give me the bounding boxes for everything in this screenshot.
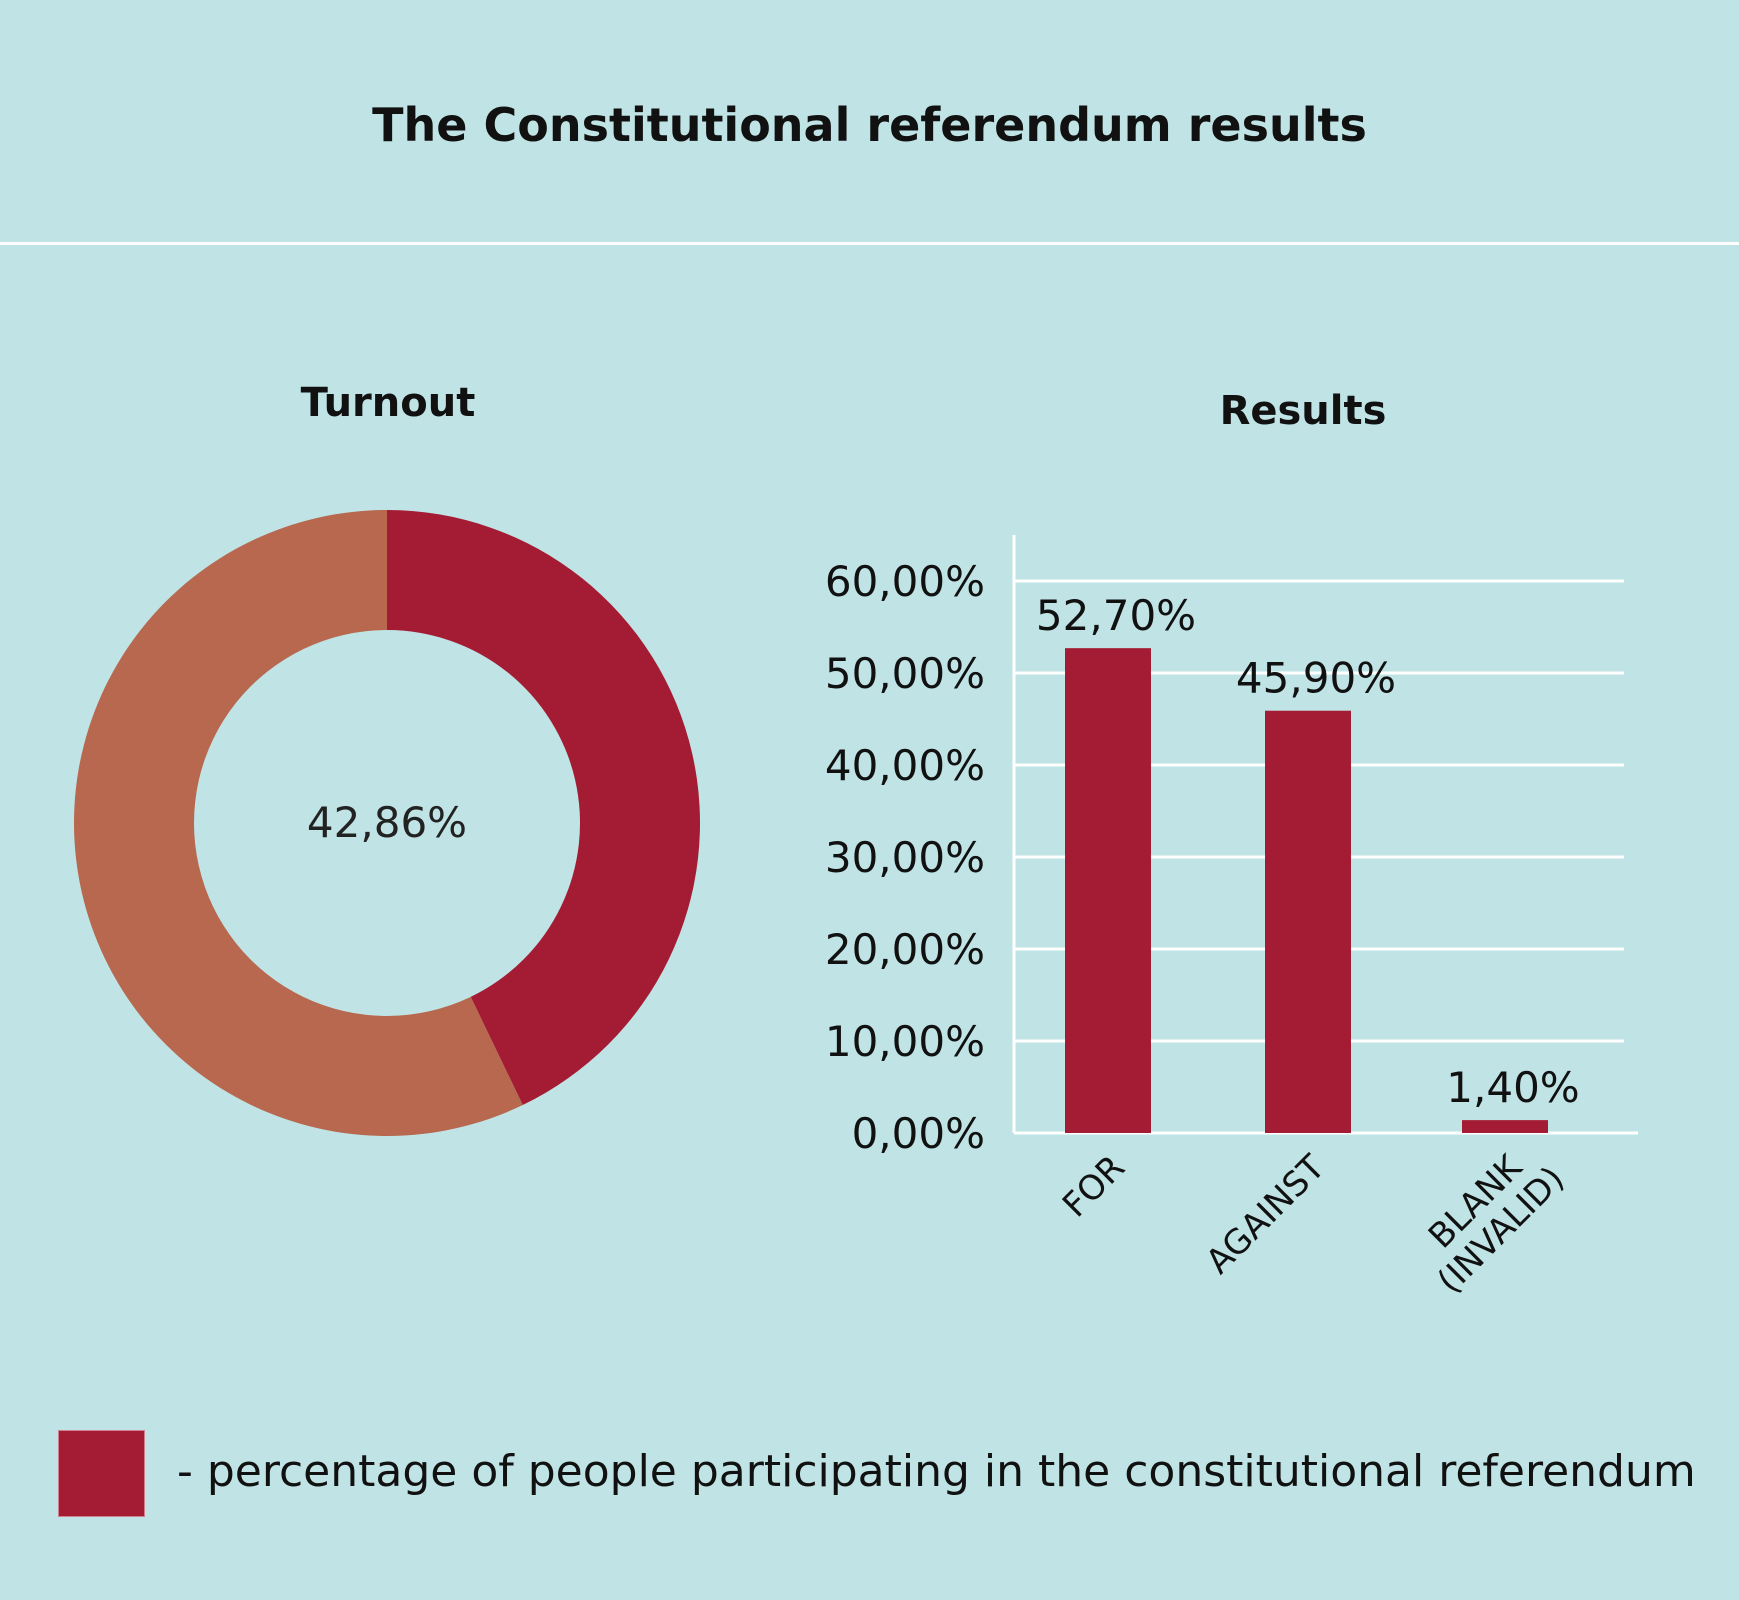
y-tick-label: 20,00% (825, 925, 985, 974)
y-tick-label: 40,00% (825, 741, 985, 790)
y-tick-label: 0,00% (852, 1109, 985, 1158)
legend-text: - percentage of people participating in … (177, 1446, 1696, 1497)
x-tick-label-line: AGAINST (1198, 1147, 1333, 1282)
y-tick-label: 30,00% (825, 833, 985, 882)
results-title: Results (1219, 388, 1387, 434)
donut-center-label: 42,86% (307, 798, 467, 847)
bar-blank-invalid- (1462, 1120, 1548, 1133)
x-tick-label-line: FOR (1055, 1148, 1133, 1226)
title-divider (0, 242, 1739, 245)
bar-for (1065, 648, 1151, 1133)
y-tick-label: 60,00% (825, 557, 985, 606)
x-tick-label: AGAINST (1198, 1147, 1333, 1282)
data-label: 45,90% (1236, 654, 1396, 703)
turnout-title: Turnout (300, 380, 476, 426)
y-tick-label: 10,00% (825, 1017, 985, 1066)
bar-against (1265, 710, 1351, 1133)
x-tick-label: BLANK(INVALID) (1403, 1132, 1572, 1301)
donut-slice-0 (387, 510, 700, 1106)
data-label: 1,40% (1446, 1063, 1579, 1112)
page-title: The Constitutional referendum results (372, 98, 1367, 152)
data-label: 52,70% (1036, 591, 1196, 640)
legend-swatch (58, 1430, 145, 1517)
y-tick-label: 50,00% (825, 649, 985, 698)
x-tick-label: FOR (1055, 1148, 1133, 1226)
donut-slice-1 (73, 510, 523, 1136)
